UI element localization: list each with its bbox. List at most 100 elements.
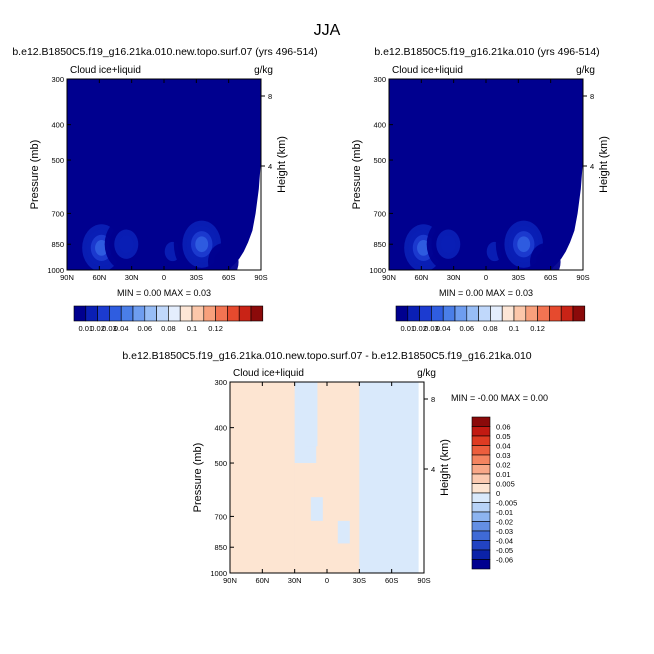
colorbar-box — [471, 483, 491, 494]
plot-area — [230, 382, 424, 573]
x-tick-label: 60N — [414, 273, 428, 282]
panel-title: b.e12.B1850C5.f19_g16.21ka.010.new.topo.… — [122, 350, 531, 362]
sign-patch-3 — [337, 520, 350, 544]
field-name-label: Cloud ice+liquid — [70, 65, 141, 76]
colorbar-label: 0.03 — [102, 324, 117, 333]
y-tick-label: 300 — [214, 378, 227, 387]
colorbar-box — [156, 305, 169, 322]
colorbar-label: -0.005 — [496, 499, 517, 508]
field-name-label: Cloud ice+liquid — [233, 368, 304, 379]
y-tick-label: 850 — [373, 240, 386, 249]
page-title: JJA — [314, 22, 341, 39]
x-tick-label: 60N — [255, 576, 269, 585]
y-tick-label: 700 — [214, 512, 227, 521]
x-tick-label: 30S — [190, 273, 203, 282]
colorbar-label: 0.04 — [114, 324, 129, 333]
x-tick-label: 30N — [447, 273, 461, 282]
y-tick-label: 300 — [51, 75, 64, 84]
right-axis-title: Height (km) — [598, 136, 610, 193]
colorbar-box — [73, 305, 87, 322]
min-max-label: MIN = 0.00 MAX = 0.03 — [439, 288, 533, 298]
panel-title: b.e12.B1850C5.f19_g16.21ka.010.new.topo.… — [12, 46, 317, 58]
x-tick-label: 60S — [544, 273, 557, 282]
contour-blob-4 — [195, 236, 209, 253]
right-axis-title: Height (km) — [439, 439, 451, 496]
vertical-colorbar: 0.060.050.040.030.020.010.0050-0.005-0.0… — [471, 416, 517, 570]
plot-area — [389, 79, 583, 270]
colorbar-label: 0.12 — [208, 324, 223, 333]
missing-data-region — [550, 160, 583, 270]
colorbar-box — [471, 435, 491, 446]
colorbar-label: -0.01 — [496, 508, 513, 517]
colorbar-box — [471, 549, 491, 560]
missing-data-region — [228, 160, 261, 270]
colorbar-box — [85, 305, 98, 322]
colorbar-box — [471, 473, 491, 484]
x-tick-label: 30N — [125, 273, 139, 282]
colorbar-box — [525, 305, 538, 322]
colorbar-label: 0.12 — [530, 324, 545, 333]
panel-title: b.e12.B1850C5.f19_g16.21ka.010 (yrs 496-… — [374, 46, 599, 58]
colorbar-label: 0.1 — [187, 324, 197, 333]
x-tick-label: 90S — [417, 576, 430, 585]
plot-area — [67, 79, 261, 270]
min-max-label: MIN = 0.00 MAX = 0.03 — [117, 288, 211, 298]
y-tick-label: 700 — [373, 209, 386, 218]
colorbar-box — [513, 305, 527, 322]
chart-panel-2: b.e12.B1850C5.f19_g16.21ka.010 (yrs 496-… — [351, 46, 610, 298]
colorbar-label: 0 — [496, 489, 500, 498]
y-tick-label: 400 — [373, 121, 386, 130]
colorbar-box — [471, 416, 491, 427]
right-axis-title: Height (km) — [276, 136, 288, 193]
colorbar-box — [471, 559, 491, 570]
sign-region-1 — [230, 382, 295, 573]
contour-blob-4 — [517, 236, 531, 253]
colorbar-box — [471, 502, 491, 513]
y-tick-label: 400 — [51, 121, 64, 130]
missing-data-region — [418, 382, 424, 573]
colorbar-box — [471, 521, 491, 532]
height-tick-label: 4 — [590, 162, 594, 171]
colorbar-box — [431, 305, 444, 322]
colorbar-box — [549, 305, 562, 322]
x-tick-label: 60N — [92, 273, 106, 282]
colorbar-label: -0.05 — [496, 546, 513, 555]
colorbar-box — [471, 426, 491, 437]
colorbar-label: 0.04 — [496, 442, 511, 451]
units-label: g/kg — [254, 65, 273, 76]
units-label: g/kg — [576, 65, 595, 76]
horizontal-colorbar: 0.010.020.030.04 0.06 0.08 0.1 0.12 0.010.020… — [73, 305, 586, 333]
y-tick-label: 850 — [214, 543, 227, 552]
chart-panel-3: b.e12.B1850C5.f19_g16.21ka.010.new.topo.… — [122, 350, 548, 585]
colorbar-label: 0.03 — [496, 451, 511, 460]
colorbar-box — [471, 530, 491, 541]
x-tick-label: 90S — [576, 273, 589, 282]
colorbar-box — [478, 305, 491, 322]
colorbar-label: -0.03 — [496, 527, 513, 536]
contour-blob-2 — [119, 235, 134, 254]
colorbar-label: -0.06 — [496, 556, 513, 565]
colorbar-box — [179, 305, 193, 322]
colorbar-box — [227, 305, 240, 322]
colorbar-box — [144, 305, 157, 322]
y-tick-label: 850 — [51, 240, 64, 249]
colorbar-label: -0.04 — [496, 537, 513, 546]
y-tick-label: 1000 — [47, 266, 64, 275]
colorbar-label: 0.05 — [496, 432, 511, 441]
colorbar-box — [215, 305, 228, 322]
sign-patch-2 — [310, 497, 323, 521]
sign-patch-4 — [364, 504, 377, 573]
sign-region-3 — [327, 382, 360, 517]
colorbar-box — [471, 445, 491, 456]
colorbar-box — [191, 305, 205, 322]
horizontal-colorbar-2: 0.010.020.030.04 0.06 0.08 0.1 0.12 — [395, 305, 586, 333]
height-tick-label: 8 — [431, 395, 435, 404]
x-tick-label: 0 — [484, 273, 488, 282]
colorbar-box — [120, 305, 134, 322]
units-label: g/kg — [417, 368, 436, 379]
horizontal-colorbar-1: 0.010.020.030.04 0.06 0.08 0.1 0.12 — [73, 305, 264, 333]
colorbar-label: 0.06 — [496, 423, 511, 432]
colorbar-box — [466, 305, 479, 322]
colorbar-box — [203, 305, 216, 322]
